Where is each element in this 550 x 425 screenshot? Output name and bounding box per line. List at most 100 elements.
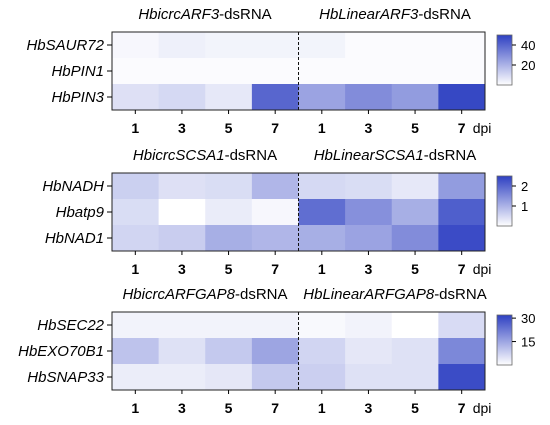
heatmap-cell bbox=[158, 32, 206, 59]
heatmap-cell bbox=[112, 173, 160, 200]
header-suffix: -dsRNA bbox=[434, 286, 487, 303]
heatmap-cell bbox=[345, 32, 393, 59]
heatmap-cell bbox=[112, 84, 160, 111]
heatmap-cell bbox=[158, 173, 206, 200]
column-tick-label: 5 bbox=[225, 261, 233, 277]
heatmap-cell bbox=[298, 84, 346, 111]
header-suffix: -dsRNA bbox=[225, 147, 278, 164]
colorbar bbox=[496, 34, 513, 86]
heatmap-cell bbox=[251, 364, 299, 391]
heatmap-cell bbox=[158, 58, 206, 85]
heatmap-cell bbox=[205, 199, 253, 226]
heatmap-cell bbox=[251, 199, 299, 226]
heatmap-cell bbox=[345, 312, 393, 339]
colorbar-tick-label: 1 bbox=[521, 199, 528, 214]
heatmap-cell bbox=[391, 173, 439, 200]
panel-header-label: HbLinearARF3-dsRNA bbox=[319, 6, 471, 23]
colorbar-tick-label: 2 bbox=[521, 179, 528, 194]
colorbar bbox=[496, 314, 513, 366]
column-tick-label: 5 bbox=[411, 261, 419, 277]
header-gene-name: HbicrcARFGAP8 bbox=[122, 286, 235, 303]
heatmap-cell bbox=[438, 312, 486, 339]
panel-header-label: HbicrcSCSA1-dsRNA bbox=[133, 147, 277, 164]
heatmap-cell bbox=[205, 173, 253, 200]
column-tick-label: 1 bbox=[318, 400, 326, 416]
heatmap-cell bbox=[438, 338, 486, 365]
row-label: HbSAUR72 bbox=[26, 37, 104, 54]
column-tick-label: 5 bbox=[225, 120, 233, 136]
heatmap-cell bbox=[438, 225, 486, 252]
row-label: HbSNAP33 bbox=[27, 369, 104, 386]
column-tick-label: 7 bbox=[271, 261, 279, 277]
header-suffix: -dsRNA bbox=[418, 6, 471, 23]
heatmap-cell bbox=[112, 199, 160, 226]
panel-header-label: HbLinearSCSA1-dsRNA bbox=[314, 147, 477, 164]
column-tick-label: 7 bbox=[271, 120, 279, 136]
heatmap-cell bbox=[391, 225, 439, 252]
header-suffix: -dsRNA bbox=[219, 6, 272, 23]
heatmap-cell bbox=[112, 338, 160, 365]
heatmap-cell bbox=[112, 58, 160, 85]
heatmap-cell bbox=[158, 199, 206, 226]
column-tick-label: 1 bbox=[131, 261, 139, 277]
panel-header-label: HbicrcARF3-dsRNA bbox=[138, 6, 271, 23]
column-tick-label: 3 bbox=[365, 261, 373, 277]
column-tick-label: 3 bbox=[178, 120, 186, 136]
colorbar bbox=[496, 175, 513, 227]
heatmap-cell bbox=[345, 199, 393, 226]
heatmap-cell bbox=[391, 58, 439, 85]
heatmap-cell bbox=[205, 32, 253, 59]
column-tick-label: 3 bbox=[365, 120, 373, 136]
colorbar-tick-label: 30 bbox=[521, 311, 535, 326]
row-label: HbPIN3 bbox=[51, 89, 104, 106]
column-tick-label: 5 bbox=[411, 120, 419, 136]
x-unit-label: dpi bbox=[473, 120, 492, 136]
heatmap-cell bbox=[298, 173, 346, 200]
header-suffix: -dsRNA bbox=[235, 286, 288, 303]
heatmap-cell bbox=[345, 225, 393, 252]
header-gene-name: HbLinearARFGAP8 bbox=[303, 286, 435, 303]
heatmap-cell bbox=[438, 364, 486, 391]
column-tick-label: 7 bbox=[458, 400, 466, 416]
colorbar-tick-label: 40 bbox=[521, 38, 535, 53]
heatmap-cell bbox=[298, 364, 346, 391]
heatmap-cell bbox=[345, 364, 393, 391]
header-gene-name: HbicrcARF3 bbox=[138, 6, 220, 23]
header-suffix: -dsRNA bbox=[424, 147, 477, 164]
column-tick-label: 3 bbox=[365, 400, 373, 416]
heatmap-cell bbox=[251, 58, 299, 85]
column-tick-label: 1 bbox=[131, 400, 139, 416]
column-tick-label: 7 bbox=[458, 120, 466, 136]
row-label: Hbatp9 bbox=[56, 204, 105, 221]
header-gene-name: HbLinearSCSA1 bbox=[314, 147, 424, 164]
heatmap-cell bbox=[391, 199, 439, 226]
heatmap-cell bbox=[158, 84, 206, 111]
heatmap-cell bbox=[205, 312, 253, 339]
heatmap-cell bbox=[112, 312, 160, 339]
heatmap-cell bbox=[112, 32, 160, 59]
heatmap-panel: HbicrcARFGAP8-dsRNA HbLinearARFGAP8-dsRNA… bbox=[18, 286, 535, 416]
heatmap-cell bbox=[205, 58, 253, 85]
heatmap-cell bbox=[205, 84, 253, 111]
heatmap-cell bbox=[112, 225, 160, 252]
heatmap-cell bbox=[158, 338, 206, 365]
x-unit-label: dpi bbox=[473, 400, 492, 416]
heatmap-cell bbox=[298, 58, 346, 85]
heatmap-cell bbox=[438, 199, 486, 226]
column-tick-label: 3 bbox=[178, 400, 186, 416]
x-unit-label: dpi bbox=[473, 261, 492, 277]
heatmap-cell bbox=[251, 225, 299, 252]
heatmap-cell bbox=[391, 312, 439, 339]
heatmap-cell bbox=[438, 173, 486, 200]
column-tick-label: 7 bbox=[458, 261, 466, 277]
heatmap-cell bbox=[345, 173, 393, 200]
column-tick-label: 1 bbox=[318, 261, 326, 277]
heatmap-cell bbox=[438, 32, 486, 59]
heatmap-cell bbox=[345, 58, 393, 85]
heatmap-cell bbox=[251, 84, 299, 111]
heatmap-cell bbox=[438, 84, 486, 111]
panel-header-label: HbicrcARFGAP8-dsRNA bbox=[122, 286, 287, 303]
heatmap-panel: HbicrcARF3-dsRNA HbLinearARF3-dsRNAHbSAUR… bbox=[26, 6, 535, 136]
heatmap-cell bbox=[438, 58, 486, 85]
heatmap-cell bbox=[391, 84, 439, 111]
